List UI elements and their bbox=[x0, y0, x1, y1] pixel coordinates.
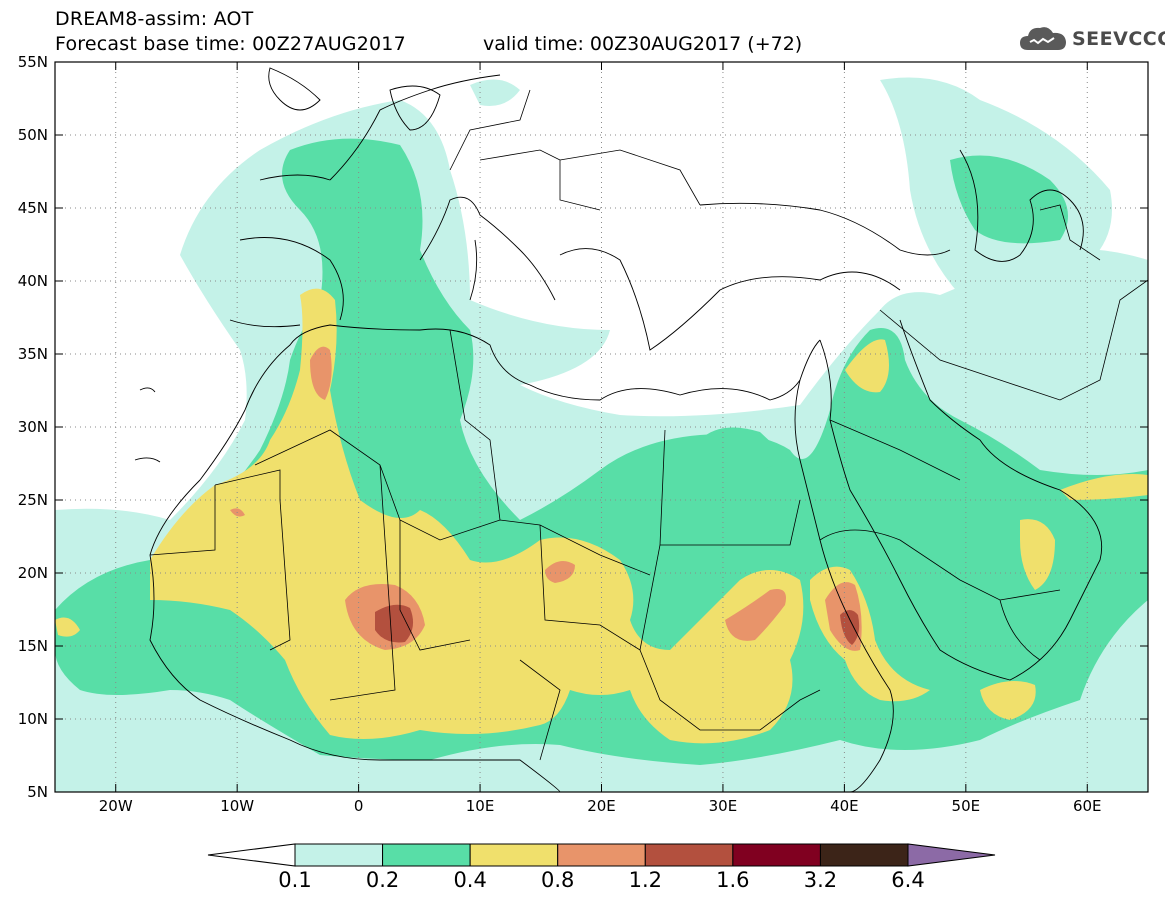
forecast-base-time: Forecast base time: 00Z27AUG2017 bbox=[55, 33, 406, 55]
lat-label: 10N bbox=[17, 710, 48, 728]
lat-label: 25N bbox=[17, 491, 48, 509]
lat-label: 50N bbox=[17, 126, 48, 144]
colorbar-label: 3.2 bbox=[803, 868, 838, 892]
colorbar-segment bbox=[557, 843, 646, 867]
colorbar-under-arrow bbox=[207, 843, 296, 867]
lat-label: 15N bbox=[17, 637, 48, 655]
colorbar-segment bbox=[819, 843, 909, 867]
lat-label: 45N bbox=[17, 199, 48, 217]
lon-label: 30E bbox=[708, 797, 738, 815]
lon-label: 0 bbox=[353, 797, 364, 815]
borders bbox=[149, 89, 1148, 761]
colorbar-label: 1.6 bbox=[716, 868, 750, 892]
colorbar-label: 0.1 bbox=[278, 868, 312, 892]
colorbar-segment bbox=[382, 843, 471, 867]
aot-level-1-2 bbox=[375, 604, 860, 645]
lon-label: 20W bbox=[98, 797, 133, 815]
lon-label: 60E bbox=[1072, 797, 1102, 815]
colorbar-label: 1.2 bbox=[628, 868, 662, 892]
axis-ticks bbox=[55, 62, 1148, 792]
lat-label: 5N bbox=[27, 783, 48, 801]
colorbar-label: 0.2 bbox=[365, 868, 400, 892]
cloud-icon bbox=[1020, 27, 1066, 50]
lat-label: 20N bbox=[17, 564, 48, 582]
lon-label: 50E bbox=[951, 797, 981, 815]
lon-label: 40E bbox=[830, 797, 859, 815]
coastlines bbox=[134, 67, 1103, 792]
lon-label: 10W bbox=[220, 797, 255, 815]
colorbar bbox=[207, 843, 996, 867]
lat-label: 35N bbox=[17, 345, 48, 363]
colorbar-label: 0.4 bbox=[453, 868, 487, 892]
colorbar-label: 0.8 bbox=[541, 868, 575, 892]
lat-lon-grid bbox=[55, 62, 1148, 792]
colorbar-over-arrow bbox=[907, 843, 996, 867]
lon-label: 10E bbox=[465, 797, 495, 815]
aot-field bbox=[55, 77, 1148, 792]
map-title: DREAM8-assim: AOT bbox=[55, 8, 254, 30]
lon-label: 20E bbox=[587, 797, 616, 815]
logo-text: SEEVCCC bbox=[1072, 28, 1165, 50]
valid-time: valid time: 00Z30AUG2017 (+72) bbox=[483, 33, 803, 55]
lat-label: 40N bbox=[17, 272, 48, 290]
lat-label: 55N bbox=[17, 53, 48, 71]
colorbar-segment bbox=[469, 843, 559, 867]
colorbar-segment bbox=[644, 843, 734, 867]
lat-label: 30N bbox=[17, 418, 48, 436]
seevccc-logo: SEEVCCC bbox=[1018, 22, 1165, 56]
colorbar-segment bbox=[732, 843, 821, 867]
colorbar-segment bbox=[294, 843, 384, 867]
colorbar-label: 6.4 bbox=[891, 868, 925, 892]
